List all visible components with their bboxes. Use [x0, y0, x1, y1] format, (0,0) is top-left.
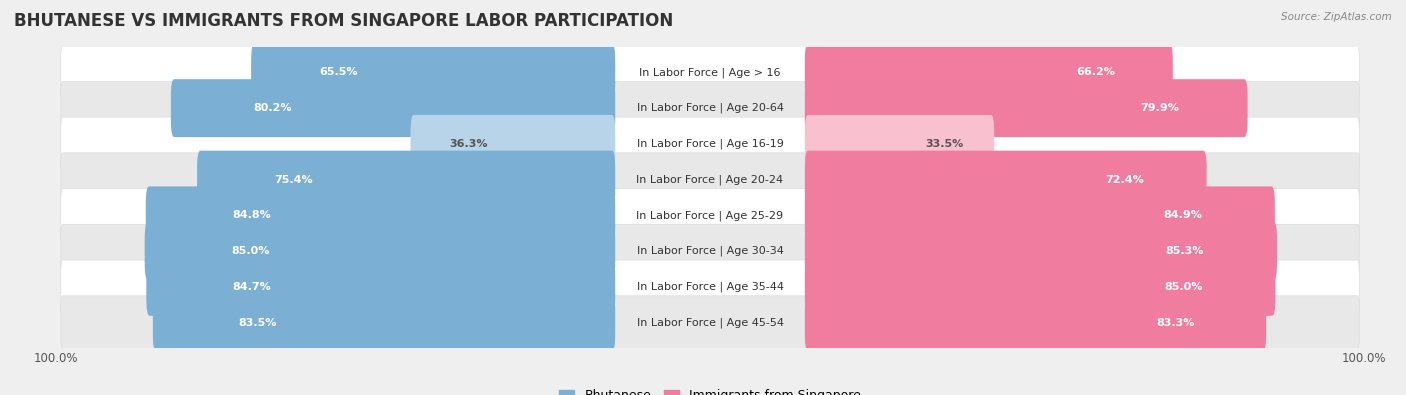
Text: Source: ZipAtlas.com: Source: ZipAtlas.com	[1281, 12, 1392, 22]
Text: 79.9%: 79.9%	[1140, 103, 1178, 113]
Text: 85.0%: 85.0%	[1164, 282, 1202, 292]
Text: 84.8%: 84.8%	[232, 211, 271, 220]
FancyBboxPatch shape	[804, 43, 1173, 102]
FancyBboxPatch shape	[60, 260, 1360, 314]
FancyBboxPatch shape	[804, 186, 1275, 245]
FancyBboxPatch shape	[60, 188, 1360, 242]
Text: 83.3%: 83.3%	[1156, 318, 1195, 327]
FancyBboxPatch shape	[804, 79, 1247, 137]
FancyBboxPatch shape	[60, 117, 1360, 171]
Text: In Labor Force | Age > 16: In Labor Force | Age > 16	[640, 67, 780, 78]
Text: 36.3%: 36.3%	[450, 139, 488, 149]
Text: In Labor Force | Age 25-29: In Labor Force | Age 25-29	[637, 210, 783, 221]
FancyBboxPatch shape	[804, 293, 1267, 352]
FancyBboxPatch shape	[804, 258, 1275, 316]
FancyBboxPatch shape	[146, 258, 616, 316]
Text: BHUTANESE VS IMMIGRANTS FROM SINGAPORE LABOR PARTICIPATION: BHUTANESE VS IMMIGRANTS FROM SINGAPORE L…	[14, 12, 673, 30]
Text: 66.2%: 66.2%	[1077, 68, 1115, 77]
Text: In Labor Force | Age 35-44: In Labor Force | Age 35-44	[637, 282, 783, 292]
FancyBboxPatch shape	[804, 115, 994, 173]
Text: 72.4%: 72.4%	[1105, 175, 1144, 184]
FancyBboxPatch shape	[153, 293, 616, 352]
Text: In Labor Force | Age 45-54: In Labor Force | Age 45-54	[637, 317, 783, 328]
Text: 33.5%: 33.5%	[925, 139, 963, 149]
FancyBboxPatch shape	[197, 150, 616, 209]
FancyBboxPatch shape	[172, 79, 616, 137]
Text: In Labor Force | Age 16-19: In Labor Force | Age 16-19	[637, 139, 783, 149]
Text: In Labor Force | Age 30-34: In Labor Force | Age 30-34	[637, 246, 783, 256]
FancyBboxPatch shape	[145, 222, 616, 280]
FancyBboxPatch shape	[411, 115, 616, 173]
FancyBboxPatch shape	[60, 296, 1360, 350]
Text: In Labor Force | Age 20-24: In Labor Force | Age 20-24	[637, 174, 783, 185]
FancyBboxPatch shape	[252, 43, 616, 102]
Text: 65.5%: 65.5%	[319, 68, 357, 77]
FancyBboxPatch shape	[804, 150, 1206, 209]
FancyBboxPatch shape	[804, 222, 1277, 280]
Text: 83.5%: 83.5%	[238, 318, 277, 327]
Text: 84.7%: 84.7%	[233, 282, 271, 292]
Text: 85.0%: 85.0%	[232, 246, 270, 256]
Text: 75.4%: 75.4%	[274, 175, 314, 184]
Text: In Labor Force | Age 20-64: In Labor Force | Age 20-64	[637, 103, 783, 113]
FancyBboxPatch shape	[146, 186, 616, 245]
FancyBboxPatch shape	[60, 224, 1360, 278]
Text: 85.3%: 85.3%	[1166, 246, 1204, 256]
Legend: Bhutanese, Immigrants from Singapore: Bhutanese, Immigrants from Singapore	[554, 384, 866, 395]
Text: 80.2%: 80.2%	[253, 103, 291, 113]
FancyBboxPatch shape	[60, 81, 1360, 135]
FancyBboxPatch shape	[60, 153, 1360, 207]
Text: 84.9%: 84.9%	[1163, 211, 1202, 220]
FancyBboxPatch shape	[60, 45, 1360, 99]
